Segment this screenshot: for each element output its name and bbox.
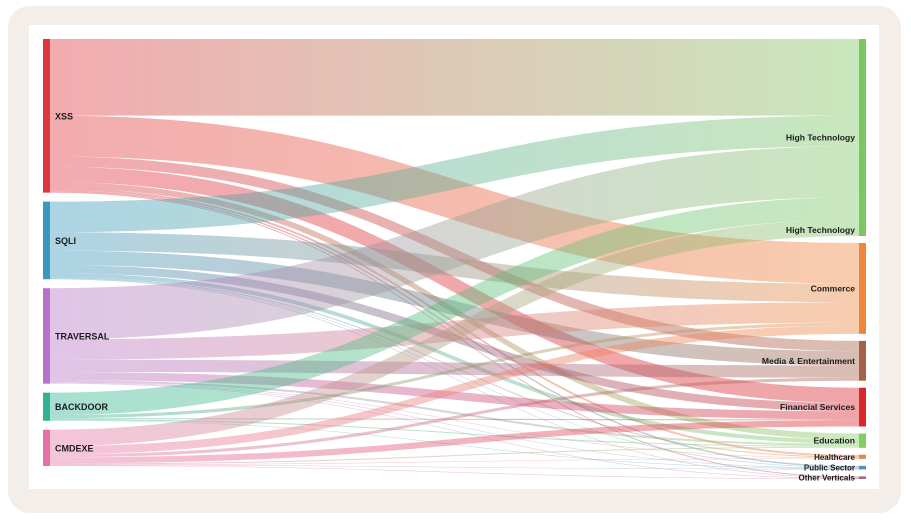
target-node-education [859,433,866,448]
target-label-commerce: Commerce [811,283,856,293]
sankey-links [50,39,859,479]
target-label-media: Media & Entertainment [762,356,855,366]
target-node-media [859,340,866,381]
link-backdoor-to-hightech [50,197,859,416]
link-traversal-to-education [50,380,859,446]
target-node-commerce [859,243,866,334]
target-node-hightech [859,39,866,237]
link-xss-to-commerce [50,115,859,284]
source-node-xss [43,39,50,193]
source-node-sqli [43,201,50,280]
target-label-healthcare: Healthcare [814,453,855,462]
link-traversal-to-other [50,383,859,479]
target-label-hightech: High Technology [786,133,855,143]
source-node-traversal [43,288,50,384]
source-node-cmdexe [43,429,50,466]
target-label-other: Other Verticals [799,474,856,483]
link-cmdexe-to-financial [50,420,859,464]
link-traversal-to-media [50,359,859,378]
link-sqli-to-other [50,278,859,478]
sankey-nodes [43,39,866,479]
target-label-public: Public Sector [804,464,855,473]
target-label-financial: Financial Services [780,402,855,412]
link-sqli-to-education [50,273,859,444]
target-label-hightech-secondary: High Technology [786,225,855,235]
link-sqli-to-hightech [50,115,859,233]
link-traversal-to-public [50,382,859,469]
link-traversal-to-hightech [50,146,859,340]
source-label-traversal: TRAVERSAL [55,331,110,341]
target-node-public [859,465,866,470]
target-node-healthcare [859,454,866,459]
target-node-other [859,476,866,479]
link-cmdexe-to-education [50,446,859,465]
link-backdoor-to-commerce [50,322,859,419]
source-label-backdoor: BACKDOOR [55,402,108,412]
link-cmdexe-to-other [50,465,859,479]
target-node-financial [859,387,866,427]
link-cmdexe-to-public [50,464,859,470]
source-label-sqli: SQLI [55,236,76,246]
source-node-backdoor [43,392,50,421]
link-cmdexe-to-media [50,377,859,458]
target-label-education: Education [813,436,855,446]
link-xss-to-hightech [50,39,859,116]
link-cmdexe-to-commerce [50,325,859,455]
sankey-labels: XSS SQLI TRAVERSAL BACKDOOR CMDEXE High Techn… [55,111,856,482]
link-cmdexe-to-healthcare [50,458,859,465]
link-traversal-to-healthcare [50,382,859,459]
link-cmdexe-to-hightech [50,219,859,447]
link-backdoor-to-education [50,419,859,447]
link-xss-to-financial [50,166,859,404]
source-label-xss: XSS [55,111,73,121]
source-label-cmdexe: CMDEXE [55,443,94,453]
